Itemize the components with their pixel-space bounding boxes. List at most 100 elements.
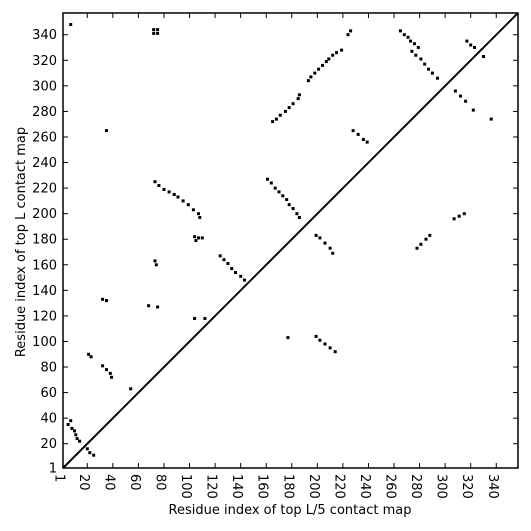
contact-point-upper [101,297,105,301]
contact-point-upper [194,239,198,242]
y-tick-label: 100 [32,335,57,350]
contact-point-upper [197,236,200,240]
contact-point-lower [428,233,432,237]
contact-point-upper [471,108,475,112]
contact-point-upper [473,46,476,49]
contact-point-upper [129,387,133,391]
x-tick-label: 20 [76,474,91,491]
contact-point-upper [409,39,413,43]
contact-point-upper [157,184,161,187]
x-tick-label: 140 [229,474,244,499]
contact-point-upper [414,53,418,57]
contact-point-upper [413,42,416,46]
contact-point-upper [105,129,108,133]
contact-point-upper [297,93,301,97]
contact-point-upper [108,371,112,375]
contact-point-upper [291,207,295,210]
contact-point-lower [314,334,318,338]
y-tick-label: 260 [32,130,57,145]
contact-point-upper [271,120,275,124]
contact-point-lower [314,233,318,237]
contact-point-lower [239,274,243,278]
contact-point-lower [69,419,73,423]
contact-point-lower [419,242,423,246]
contact-point-lower [74,433,78,437]
contact-point-lower [85,447,89,451]
x-tick-label: 320 [459,474,474,499]
contact-point-lower [318,236,322,240]
contact-point-upper [181,199,185,203]
contact-point-upper [309,75,313,79]
contact-point-upper [172,193,176,196]
x-axis-ticks: 1 20 40 60 80 100 120 140 160 180 200 220 240 260 280 3… [52,13,500,499]
contact-point-lower [318,338,322,342]
diagonal-line [62,12,519,469]
contact-point-lower [78,439,82,443]
contact-point-lower [73,429,76,433]
contact-point-upper [156,31,160,35]
contact-point-upper [287,106,291,110]
y-axis-ticks: 1204060801001201401601802002202402602803… [32,28,518,477]
y-tick-label: 240 [32,156,57,171]
contact-point-lower [415,246,419,250]
contact-point-lower [234,271,237,274]
contact-point-upper [410,49,414,53]
contact-point-lower [66,423,70,426]
y-tick-label: 280 [32,105,57,120]
contact-point-upper [152,28,156,32]
y-axis-label: Residue index of top L contact map [14,127,29,357]
contact-point-upper [273,186,277,190]
x-tick-label: 220 [331,474,346,499]
contact-point-upper [351,129,355,133]
contact-point-upper [191,208,195,212]
contact-point-upper [317,67,321,71]
x-tick-label: 160 [255,474,270,499]
contact-point-upper [489,117,493,121]
contact-point-upper [419,57,423,61]
plot-frame [62,12,519,469]
y-tick-label: 1 [49,462,57,477]
contact-point-upper [277,190,281,194]
contact-point-lower [218,254,222,258]
contact-point-lower [323,342,327,346]
contact-point-lower [333,350,337,354]
contact-point-upper [482,55,485,58]
contact-point-upper [193,235,197,239]
x-tick-label: 280 [408,474,423,499]
contact-point-upper [430,71,434,75]
contact-point-upper [365,140,369,144]
contact-point-upper [193,317,197,320]
x-tick-label: 260 [383,474,398,499]
contact-point-upper [110,375,114,379]
x-tick-label: 300 [434,474,449,499]
contact-point-upper [313,71,317,75]
y-tick-label: 340 [32,28,57,43]
contact-point-upper [459,94,462,98]
contact-point-upper [295,212,299,216]
contact-point-upper [153,180,157,184]
contact-point-upper [297,216,301,219]
x-tick-label: 60 [127,474,142,491]
contact-point-lower [243,278,246,282]
contact-point-lower [92,453,96,457]
contact-point-lower [226,262,230,265]
contact-point-upper [156,28,160,32]
contact-point-upper [154,263,158,267]
contact-point-upper [331,53,335,57]
x-tick-label: 100 [178,474,193,499]
contact-point-upper [416,46,420,49]
contact-point-upper [197,212,200,216]
contact-point-upper [281,194,285,198]
contact-point-upper [152,31,156,35]
contact-point-upper [283,109,287,113]
contact-point-upper [469,43,473,47]
contact-point-upper [266,177,269,181]
y-tick-label: 20 [40,437,57,452]
contact-point-upper [291,102,295,106]
contact-point-upper [287,203,291,207]
contact-point-lower [230,267,234,271]
contact-point-upper [285,198,289,202]
contact-point-upper [87,352,91,356]
contact-point-lower [328,246,332,250]
